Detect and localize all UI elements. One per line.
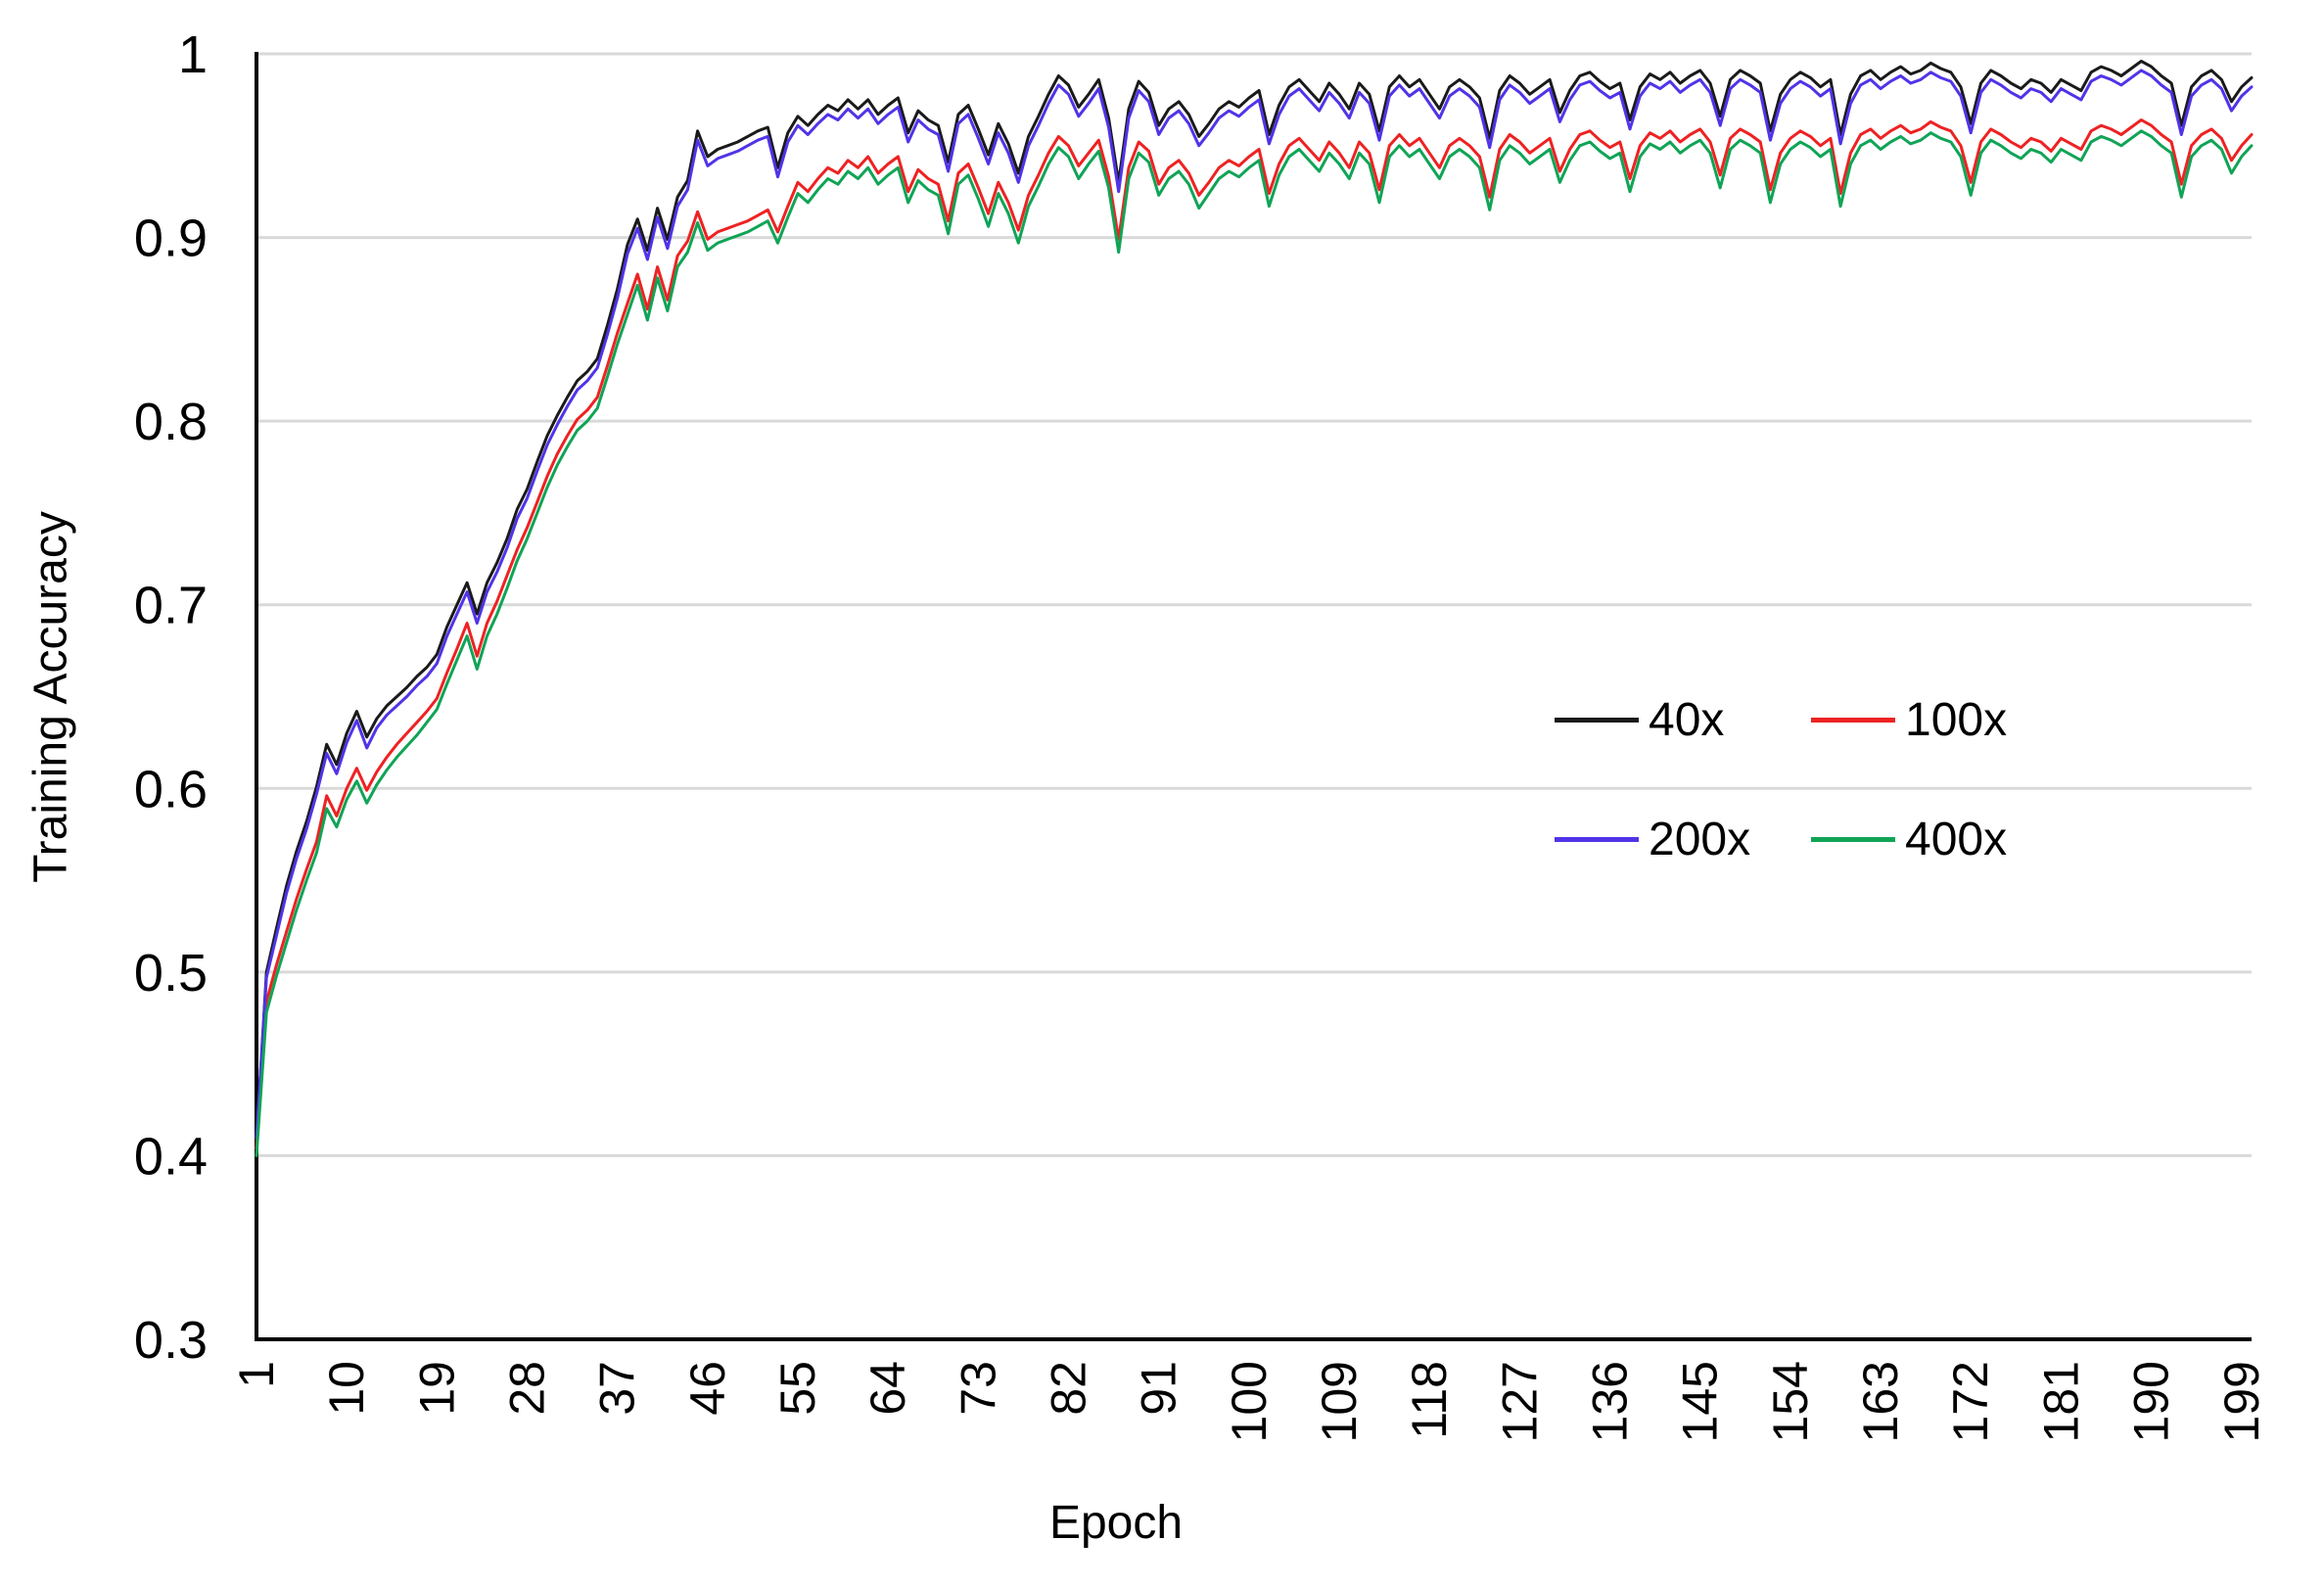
x-tick-label: 109 [1312, 1361, 1367, 1442]
legend-item-100x: 100x [1811, 693, 2007, 746]
x-tick-label: 145 [1673, 1361, 1728, 1442]
y-axis-title: Training Accuracy [24, 511, 77, 883]
x-tick-label: 163 [1853, 1361, 1908, 1442]
legend-item-400x: 400x [1811, 813, 2007, 865]
x-tick-label: 46 [680, 1361, 735, 1416]
y-tick-label: 0.3 [134, 1311, 208, 1370]
legend-swatch-100x [1811, 717, 1895, 723]
x-tick-label: 100 [1222, 1361, 1277, 1442]
x-tick-label: 154 [1763, 1361, 1818, 1442]
series-line-400x [255, 129, 2254, 1157]
y-tick-label: 1 [178, 25, 208, 84]
legend-label-100x: 100x [1905, 693, 2008, 746]
legend-item-40x: 40x [1555, 693, 1724, 746]
series-line-100x [255, 118, 2254, 1150]
x-tick-label: 172 [1943, 1361, 1998, 1442]
y-tick-label: 0.5 [134, 944, 208, 1003]
legend-label-200x: 200x [1649, 813, 1751, 865]
x-tick-label: 10 [319, 1361, 374, 1416]
legend-label-40x: 40x [1649, 693, 1725, 746]
x-tick-label: 91 [1132, 1361, 1186, 1416]
x-tick-label: 127 [1492, 1361, 1547, 1442]
series-line-200x [255, 69, 2254, 1140]
x-tick-label: 19 [409, 1361, 464, 1416]
x-axis-title: Epoch [1048, 1497, 1184, 1549]
x-tick-label: 136 [1583, 1361, 1638, 1442]
y-tick-label: 0.7 [134, 577, 208, 635]
x-tick-label: 37 [590, 1361, 645, 1416]
legend-swatch-200x [1555, 836, 1639, 842]
x-tick-label: 1 [229, 1361, 284, 1388]
x-tick-label: 82 [1042, 1361, 1096, 1416]
legend-swatch-40x [1555, 717, 1639, 723]
x-tick-label: 118 [1402, 1361, 1457, 1439]
x-tick-label: 55 [770, 1361, 825, 1416]
x-tick-label: 181 [2033, 1361, 2088, 1442]
legend-swatch-400x [1811, 836, 1895, 842]
y-tick-label: 0.8 [134, 393, 208, 451]
legend-label-400x: 400x [1905, 813, 2008, 865]
x-tick-label: 64 [860, 1361, 915, 1416]
x-tick-label: 73 [951, 1361, 1005, 1416]
y-tick-label: 0.6 [134, 760, 208, 818]
y-tick-label: 0.9 [134, 210, 208, 268]
legend-item-200x: 200x [1555, 813, 1750, 865]
x-tick-label: 28 [500, 1361, 555, 1416]
x-tick-label: 190 [2124, 1361, 2179, 1442]
x-tick-label: 199 [2214, 1361, 2269, 1442]
y-tick-label: 0.4 [134, 1127, 208, 1186]
series-line-40x [255, 60, 2254, 1143]
